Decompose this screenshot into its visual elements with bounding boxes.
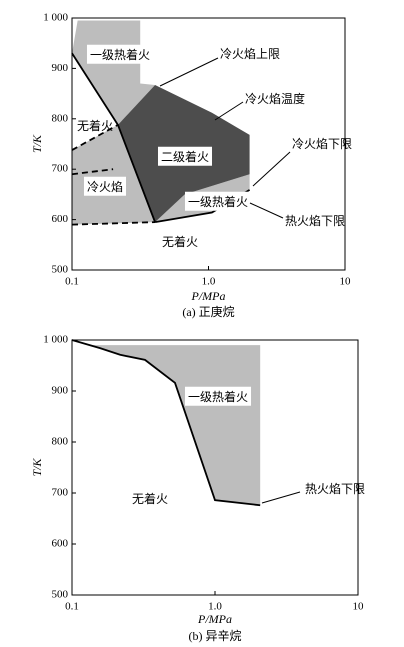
region — [72, 124, 156, 225]
x-tick-label: 10 — [340, 276, 352, 288]
leader-line — [261, 491, 301, 504]
annotation: 冷火焰上限 — [220, 46, 280, 61]
x-tick-label: 0.1 — [65, 601, 79, 613]
y-tick-label: 500 — [52, 589, 69, 601]
leader-line — [249, 202, 284, 219]
x-tick-label: 1.0 — [208, 601, 222, 613]
annotation: 一级热着火 — [188, 194, 248, 209]
annotation: 热火焰下限 — [305, 481, 365, 496]
annotation: 无着火 — [132, 491, 168, 506]
label-box — [184, 386, 252, 406]
annotation: 冷火焰温度 — [245, 91, 305, 106]
boundary-line — [71, 339, 261, 507]
panel: 500 600 700 800 900 1 000 0.1 1.0 10 P/MPa T/K (b) … — [30, 334, 365, 643]
annotation: 无着火 — [77, 118, 113, 133]
caption: (b) 异辛烷 — [189, 629, 242, 643]
leader-line — [252, 151, 291, 187]
x-axis-label: P/MPa — [191, 289, 226, 303]
y-tick-label: 800 — [52, 112, 69, 124]
y-tick-label: 1 000 — [43, 12, 68, 24]
annotation: 冷火焰 — [87, 179, 123, 194]
y-tick-label: 600 — [52, 213, 69, 225]
annotation: 冷火焰下限 — [292, 136, 352, 151]
leader-line — [214, 101, 244, 121]
annotation: 一级热着火 — [188, 389, 248, 404]
label-box — [184, 191, 252, 211]
label-box — [86, 44, 154, 64]
annotation: 无着火 — [162, 234, 198, 249]
y-tick-label: 900 — [52, 62, 69, 74]
y-axis-label: T/K — [30, 458, 44, 477]
annotation: 二级着火 — [161, 149, 209, 164]
x-tick-label: 0.1 — [65, 276, 79, 288]
y-tick-label: 1 000 — [43, 334, 68, 346]
caption: (a) 正庚烷 — [182, 304, 234, 319]
boundary-line — [71, 124, 119, 151]
y-tick-label: 700 — [52, 163, 69, 175]
boundary-line — [71, 221, 156, 226]
y-axis-label: T/K — [30, 134, 44, 153]
x-tick-label: 1.0 — [202, 276, 216, 288]
leader-line — [159, 57, 219, 87]
y-tick-label: 800 — [52, 436, 69, 448]
label-box — [157, 146, 213, 166]
region — [92, 345, 261, 506]
y-tick-label: 900 — [52, 385, 69, 397]
y-tick-label: 600 — [52, 538, 69, 550]
panel: 500 600 700 800 900 1 000 0.1 1.0 10 P/MPa T/K (a) … — [30, 12, 352, 319]
boundary-line — [71, 168, 114, 176]
x-axis-label: P/MPa — [197, 612, 232, 626]
annotation: 热火焰下限 — [285, 213, 345, 228]
annotation: 一级热着火 — [90, 47, 150, 62]
y-tick-label: 700 — [52, 487, 69, 499]
label-box — [83, 176, 127, 196]
y-tick-label: 500 — [52, 264, 69, 276]
x-tick-label: 10 — [353, 601, 365, 613]
